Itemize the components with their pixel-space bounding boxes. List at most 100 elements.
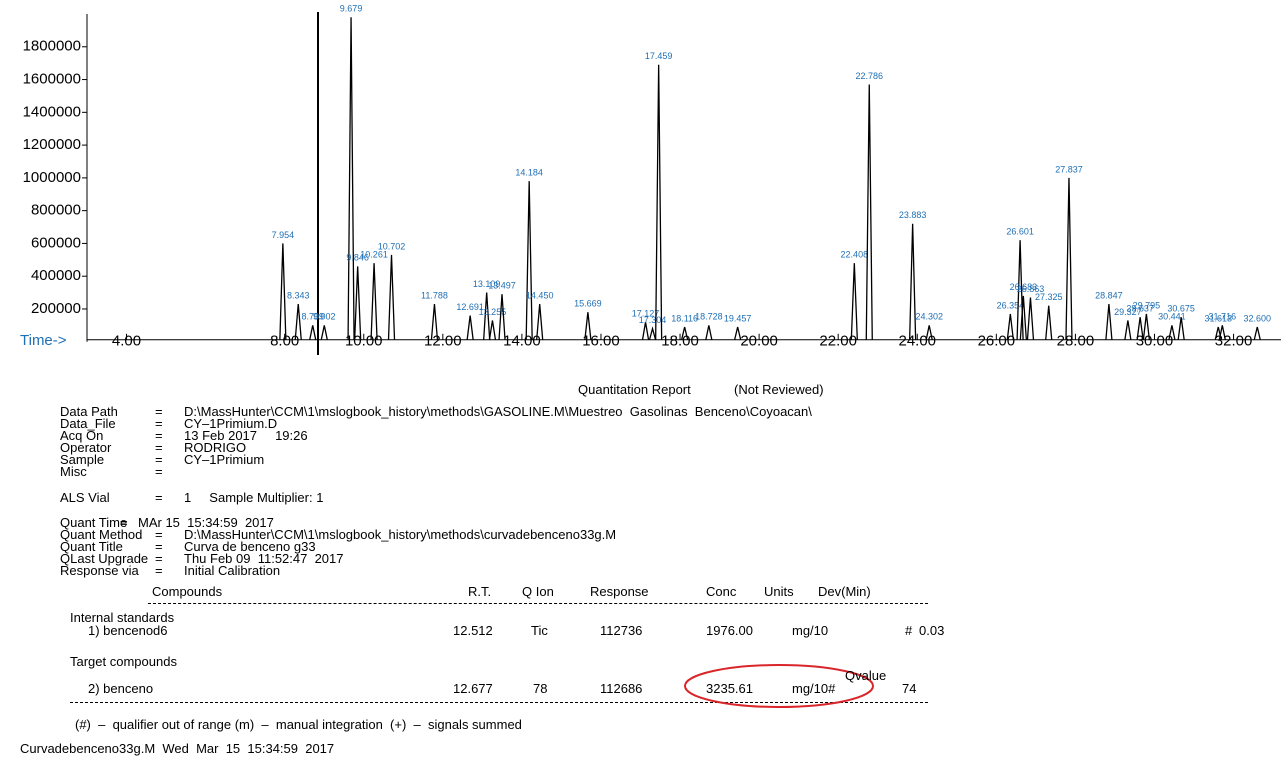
quant-label: Quant Time [60,515,128,530]
quant-value: D:\MassHunter\CCM\1\mslogbook_history\me… [184,527,617,542]
peak [734,326,742,340]
peak [1065,177,1073,340]
peak-label: 13.255 [479,307,507,317]
peak [1019,295,1027,340]
peak [354,266,362,340]
group-name: Target compounds [70,654,177,669]
peak [320,325,328,340]
column-header: R.T. [468,584,492,599]
info-label: Sample [60,452,105,467]
quant-label: QLast Upgrade [60,551,149,566]
peak-label: 22.786 [856,71,884,81]
info-value: 1 Sample Multiplier: 1 [184,490,324,505]
peak [430,304,439,340]
peak [1168,325,1176,340]
peak-label: 32.600 [1244,313,1272,323]
quant-label: Quant Title [60,539,123,554]
info-sep: = [155,440,163,455]
peak [294,304,302,340]
cell: # [905,623,913,638]
cell: 112686 [600,681,643,696]
quant-sep: = [155,527,163,542]
quant-sep: = [120,515,128,530]
peak-label: 11.788 [421,290,448,300]
peak-label: 19.457 [724,313,752,323]
peak-label: 13.497 [488,281,516,291]
info-label: Data Path [60,404,118,419]
x-tick-label: 12.00 [424,333,462,350]
y-tick-label: 1800000 [23,38,81,55]
chromatogram: Time-> 200000 400000 600000 800000 1000000 12… [20,4,1281,355]
peak [1026,297,1035,340]
quant-value: Thu Feb 09 11:52:47 2017 [184,551,344,566]
info-value: CY–1Primium.D [184,416,278,431]
cell: 112736 [600,623,643,638]
x-tick-label: 26.00 [978,333,1016,350]
peak-label: 7.954 [272,230,295,240]
peak-label: 23.883 [899,210,927,220]
peak [1136,317,1144,340]
peak-label: 9.679 [340,4,363,14]
peak-label: 12.691 [456,302,484,312]
peak-label: 26.354 [997,300,1025,310]
peak [488,320,497,340]
info-sep: = [155,464,163,479]
peak-label: 28.847 [1095,290,1123,300]
quant-sep: = [155,539,163,554]
quant-label: Quant Method [60,527,143,542]
quant-value: Initial Calibration [184,563,281,578]
info-sep: = [155,452,163,467]
info-sep: = [155,416,163,431]
peak [466,315,474,340]
peak [641,321,650,340]
peak-label: 8.343 [287,290,310,300]
cell: Tic [531,623,548,638]
peak-label: 30.675 [1167,304,1195,314]
footnote: (#) – qualifier out of range (m) – manua… [75,717,522,732]
column-header: Q Ion [522,584,554,599]
peak-label: 29.795 [1133,300,1161,310]
x-tick-label: 18.00 [661,333,699,350]
peak-label: 13.109 [473,279,501,289]
column-header: Response [590,584,649,599]
x-tick-label: 30.00 [1136,333,1174,350]
peak-label: 29.637 [1126,304,1154,314]
peak [347,17,355,340]
cell: mg/10# [792,681,836,696]
peak-label: 14.184 [515,168,543,178]
quant-value: MAr 15 15:34:59 2017 [138,515,274,530]
x-tick-label: 16.00 [582,333,620,350]
peak-label: 26.863 [1017,284,1045,294]
peak-label: 9.002 [313,312,336,322]
peak [584,312,592,340]
peak [655,64,663,340]
peak-label: 8.709 [301,312,324,322]
x-tick-label: 4.00 [112,333,141,350]
peak [536,304,544,340]
peak [1177,317,1185,340]
y-tick-label: 1400000 [23,103,81,120]
peak-label: 17.127 [632,308,660,318]
column-header: Dev(Min) [818,584,871,599]
peak-label: 18.116 [671,313,698,323]
peak-label: 26.683 [1010,282,1038,292]
peak [370,263,378,340]
peak [705,325,713,340]
x-tick-label: 22.00 [819,333,857,350]
peak-label: 24.302 [915,312,943,322]
rule [70,702,928,703]
cell: 74 [902,681,917,696]
x-tick-label: 8.00 [270,333,299,350]
peak [279,243,287,340]
info-label: ALS Vial [60,490,110,505]
peak [1006,313,1014,340]
peak [850,263,858,340]
cell: 12.512 [453,623,493,638]
info-label: Data_File [60,416,116,431]
report-title: Quantitation Report [578,382,691,397]
y-tick-label: 800000 [31,202,81,219]
info-value: D:\MassHunter\CCM\1\mslogbook_history\me… [184,404,812,419]
info-sep: = [155,428,163,443]
info-label: Misc [60,464,87,479]
